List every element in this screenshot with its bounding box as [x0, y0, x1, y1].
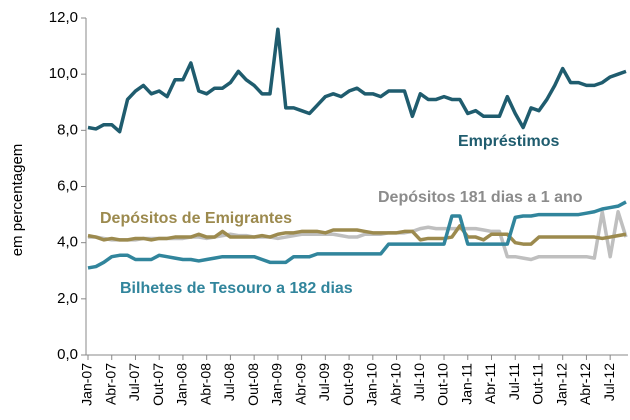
x-tick-label: Out-08	[245, 363, 261, 406]
x-tick-label: Abr-07	[102, 363, 118, 405]
x-tick-label: Jan-09	[269, 363, 285, 406]
x-tick-label: Jul-10	[411, 363, 427, 401]
x-tick-label: Out-09	[340, 363, 356, 406]
x-tick-label: Jul-11	[506, 363, 522, 400]
x-tick-label: Jul-07	[126, 363, 142, 401]
x-tick-label: Out-10	[435, 363, 451, 406]
y-tick-label: 8,0	[57, 121, 78, 138]
x-tick-label: Jan-11	[458, 363, 474, 405]
series-line	[87, 224, 627, 246]
x-tick-label: Abr-12	[577, 363, 593, 405]
x-tick-label: Jan-10	[364, 363, 380, 406]
x-tick-label: Out-11	[530, 363, 546, 405]
y-tick-label: 12,0	[49, 9, 78, 26]
y-tick-label: 0,0	[57, 346, 78, 363]
x-tick-label: Out-07	[150, 363, 166, 406]
series-label: Bilhetes de Tesouro a 182 dias	[120, 280, 353, 297]
x-tick-label: Jan-12	[553, 363, 569, 406]
series-label: Empréstimos	[458, 133, 559, 150]
series-line	[87, 27, 627, 134]
y-tick-label: 2,0	[57, 290, 78, 307]
x-tick-label: Jan-07	[79, 363, 95, 406]
y-tick-label: 6,0	[57, 177, 78, 194]
series-line	[87, 200, 627, 270]
y-axis-label: em percentagem	[9, 144, 26, 257]
y-tick-label: 10,0	[49, 65, 78, 82]
x-tick-label: Jan-08	[174, 363, 190, 406]
y-tick-label: 4,0	[57, 234, 78, 251]
x-tick-label: Abr-10	[387, 363, 403, 405]
x-tick-label: Abr-09	[292, 363, 308, 405]
x-tick-label: Jul-08	[221, 363, 237, 401]
x-tick-label: Jul-12	[601, 363, 617, 401]
series-label: Depósitos 181 dias a 1 ano	[378, 189, 583, 206]
series-label: Depósitos de Emigrantes	[100, 210, 292, 227]
x-tick-label: Jul-09	[316, 363, 332, 401]
x-tick-label: Abr-11	[482, 363, 498, 404]
x-tick-label: Abr-08	[197, 363, 213, 405]
